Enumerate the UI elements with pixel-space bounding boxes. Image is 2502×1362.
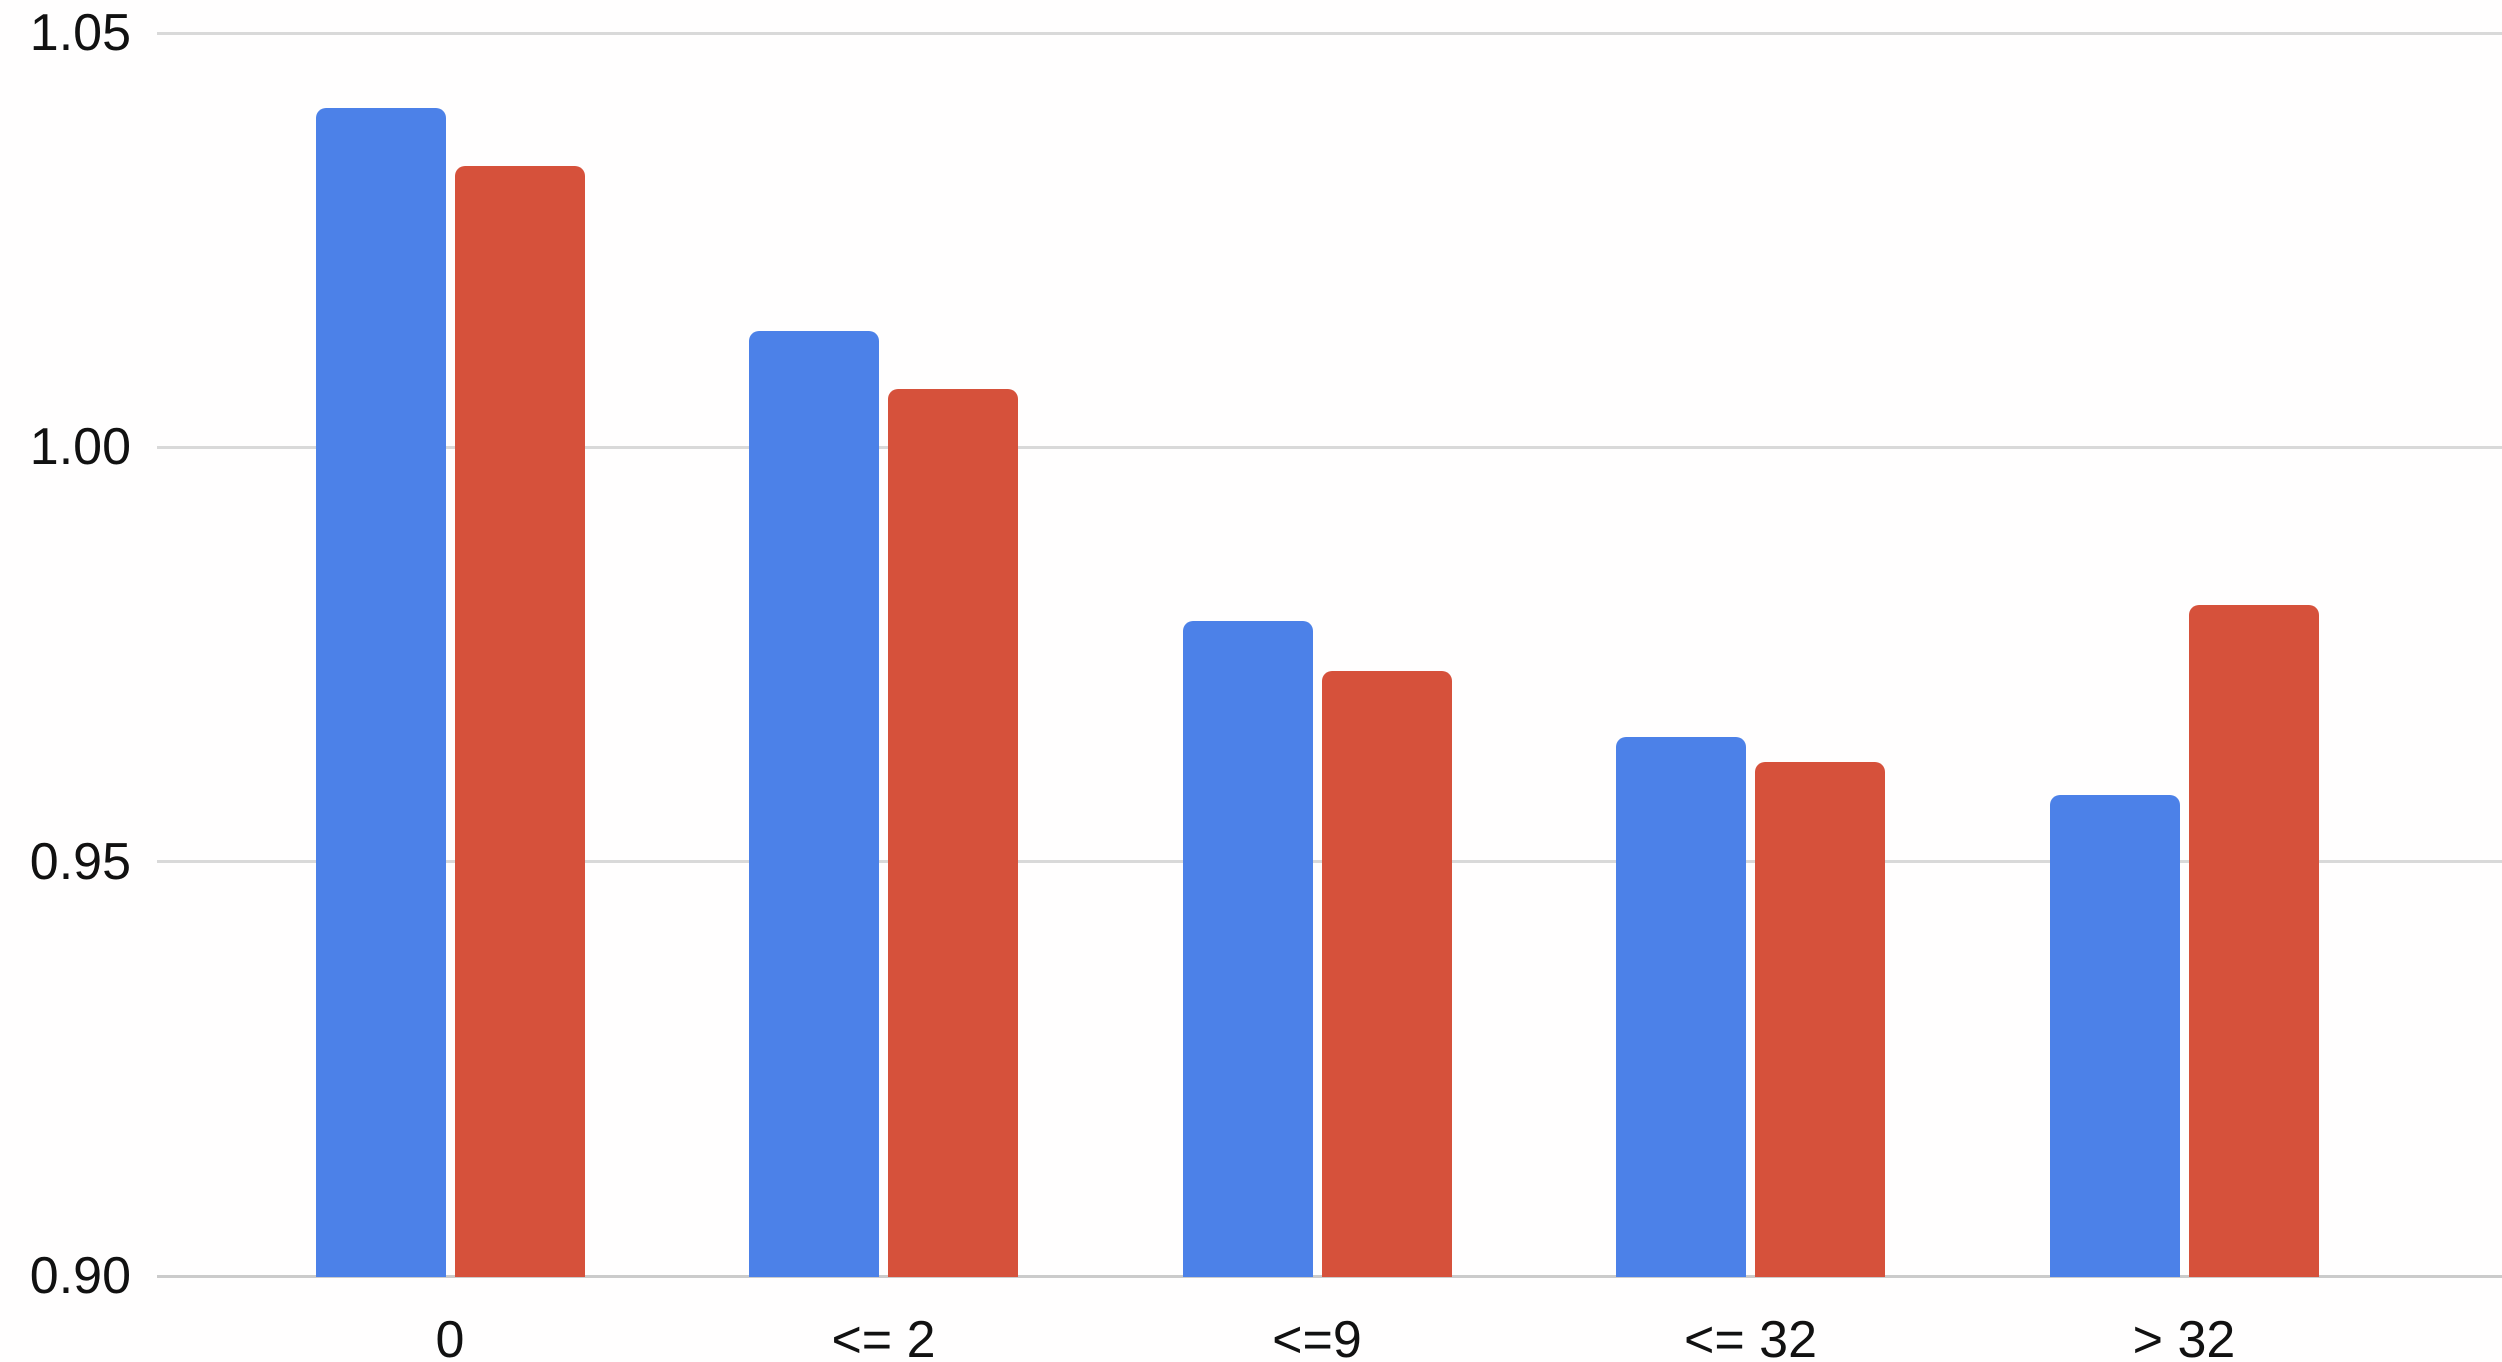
y-gridline [157,31,2502,35]
bar-series-red [1755,762,1885,1277]
y-gridline [157,445,2502,449]
bar-series-blue [749,331,879,1277]
y-tick-label: 0.90 [29,1247,131,1305]
bar-series-blue [315,107,446,1277]
x-category-label: 0 [435,1311,465,1362]
y-tick-label: 1.05 [29,4,131,62]
bar-series-red [2188,604,2319,1277]
bar-series-red [888,389,1018,1277]
x-category-label: <= 2 [831,1311,936,1362]
x-category-label: > 32 [2132,1311,2236,1362]
y-tick-label: 0.95 [29,832,131,891]
bar-series-red [454,165,585,1277]
bar-series-blue [1182,621,1313,1277]
y-tick-label: 1.00 [29,418,131,477]
bar-series-blue [1616,737,1746,1277]
bar-series-red [1321,671,1452,1277]
x-category-label: <= 32 [1683,1311,1818,1362]
x-category-label: <=9 [1272,1311,1362,1362]
bar-series-blue [2049,795,2180,1277]
